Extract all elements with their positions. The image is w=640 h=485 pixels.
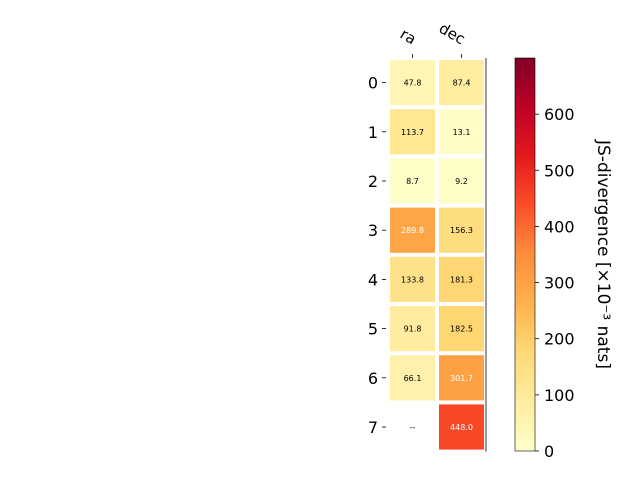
cell-value-label: 47.8: [404, 79, 422, 88]
column-labels: ra dec: [397, 19, 468, 58]
heatmap-cell: [388, 58, 437, 108]
column-label: ra: [397, 25, 419, 48]
row-labels: 0 1 2 3 4 5 6 7: [368, 74, 386, 437]
cell-value-label: 87.4: [453, 79, 471, 88]
cell-value-label: 8.7: [406, 177, 419, 186]
heatmap-cells: 47.8 87.4 113.7 13.1 8.7 9.2 289.8 156.3 133.8 18…: [388, 58, 487, 452]
row-label: 7: [368, 418, 378, 437]
cell-value-label: --: [410, 423, 416, 432]
cell-value-label: 66.1: [404, 374, 422, 383]
heatmap-cell: [388, 353, 437, 403]
cell-value-label: 156.3: [450, 226, 473, 235]
heatmap-cell: [437, 205, 486, 255]
heatmap-cell: [388, 304, 437, 354]
cell-value-label: 113.7: [401, 128, 424, 137]
column-label: dec: [436, 19, 468, 48]
cell-value-label: 133.8: [401, 275, 424, 284]
row-label: 5: [368, 320, 378, 339]
row-label: 4: [368, 270, 378, 289]
row-label: 6: [368, 369, 378, 388]
heatmap-cell: [437, 402, 486, 452]
colorbar-tick-label: 600: [544, 105, 575, 124]
heatmap-cell: [437, 107, 486, 157]
heatmap-cell: [437, 304, 486, 354]
colorbar-tick-label: 200: [544, 330, 575, 349]
colorbar-label: JS-divergence [×10⁻³ nats]: [593, 139, 613, 369]
heatmap-cell: [388, 156, 437, 206]
row-label: 0: [368, 74, 378, 93]
cell-value-label: 182.5: [450, 325, 473, 334]
colorbar-tick-label: 500: [544, 161, 575, 180]
heatmap-cell: [388, 107, 437, 157]
colorbar-tick-label: 0: [544, 442, 554, 461]
cell-value-label: 91.8: [404, 325, 422, 334]
heatmap-cell: [437, 353, 486, 403]
colorbar-gradient: [514, 57, 536, 452]
heatmap-cell: [388, 254, 437, 305]
cell-value-label: 13.1: [453, 128, 471, 137]
colorbar-tick-label: 400: [544, 217, 575, 236]
cell-value-label: 181.3: [450, 275, 473, 284]
heatmap-cell: [437, 156, 486, 206]
heatmap-cell: [437, 254, 486, 305]
colorbar-tick-label: 100: [544, 386, 575, 405]
row-label: 3: [368, 221, 378, 240]
cell-value-label: 448.0: [450, 423, 473, 432]
row-label: 2: [368, 172, 378, 191]
row-label: 1: [368, 123, 378, 142]
cell-value-label: 9.2: [455, 177, 468, 186]
colorbar-tick-label: 300: [544, 274, 575, 293]
heatmap-cell: [388, 205, 437, 255]
cell-value-label: 301.7: [450, 374, 473, 383]
cell-value-label: 289.8: [401, 226, 424, 235]
heatmap-cell: [437, 58, 486, 108]
colorbar: 0 100 200 300 400 500 600: [514, 57, 575, 461]
